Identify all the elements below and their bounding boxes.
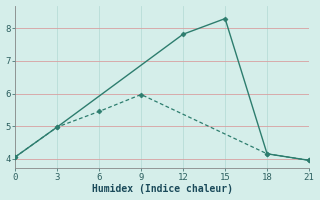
X-axis label: Humidex (Indice chaleur): Humidex (Indice chaleur) — [92, 184, 233, 194]
